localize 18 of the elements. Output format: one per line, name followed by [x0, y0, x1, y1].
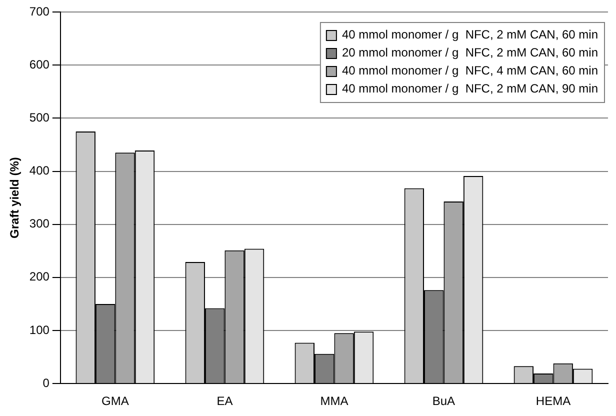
y-tick-label: 700 — [29, 4, 50, 18]
x-tick-label: EA — [216, 394, 233, 408]
y-tick-label: 100 — [29, 322, 50, 337]
y-tick-label: 0 — [42, 376, 50, 390]
y-tick-label: 200 — [29, 270, 50, 284]
y-tick-label: 600 — [29, 57, 50, 72]
legend-label: 40 mmol monomer / g NFC, 2 mM CAN, 90 min — [342, 81, 598, 96]
legend-label: 40 mmol monomer / g NFC, 2 mM CAN, 60 min — [342, 27, 598, 42]
x-tick-label: MMA — [320, 394, 348, 408]
y-tick-label: 400 — [29, 164, 50, 178]
legend-label: 20 mmol monomer / g NFC, 2 mM CAN, 60 min — [342, 45, 598, 60]
x-tick-label: HEMA — [536, 394, 571, 408]
y-tick-label: 300 — [29, 216, 50, 231]
x-tick-label: GMA — [102, 394, 129, 408]
y-tick-label: 500 — [29, 110, 50, 124]
x-tick-label: BuA — [432, 394, 456, 408]
y-axis-title: Graft yield (%) — [8, 157, 22, 238]
legend-label: 40 mmol monomer / g NFC, 4 mM CAN, 60 min — [342, 63, 598, 78]
